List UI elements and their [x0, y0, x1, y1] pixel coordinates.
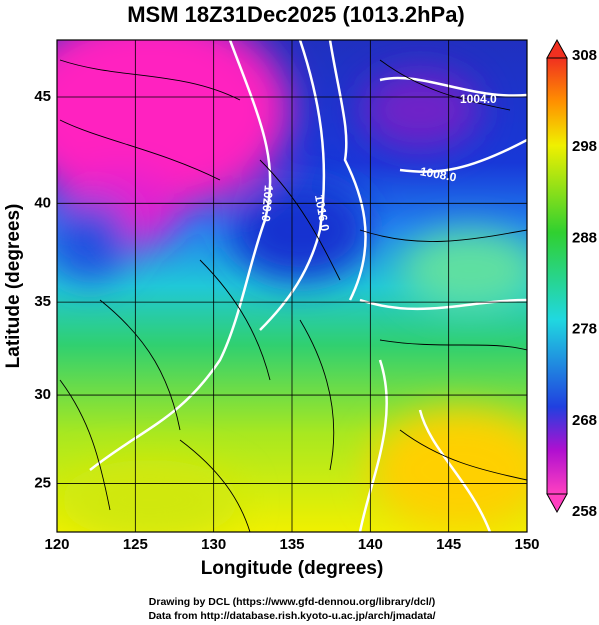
contour-label: 1016.0: [312, 194, 332, 233]
x-axis-label: Longitude (degrees): [201, 558, 384, 579]
x-tick-label: 130: [201, 536, 226, 553]
x-tick-label: 120: [44, 536, 69, 553]
colorbar-tick-label: 298: [572, 138, 597, 155]
contour-label: 1008.0: [419, 164, 458, 184]
colorbar: [546, 57, 568, 495]
contour-label: 1020.0: [259, 184, 276, 222]
credit: Data from http://database.rish.kyoto-u.a…: [148, 610, 435, 622]
y-tick-label: 45: [34, 88, 51, 105]
colorbar-tick-label: 288: [572, 229, 597, 246]
y-tick-label: 40: [34, 194, 51, 211]
y-tick-label: 30: [34, 386, 51, 403]
y-tick-label: 25: [34, 474, 51, 491]
colorbar-tick-label: 308: [572, 47, 597, 64]
y-tick-label: 35: [34, 293, 51, 310]
colorbar-tick-label: 278: [572, 321, 597, 338]
colorbar-top-arrow: [546, 38, 568, 59]
contour-label: 1004.0: [460, 92, 497, 106]
isobars: [89, 40, 527, 532]
credit: Drawing by DCL (https://www.gfd-dennou.o…: [149, 596, 435, 608]
y-axis-label: Latitude (degrees): [3, 204, 24, 369]
title: MSM 18Z31Dec2025 (1013.2hPa): [127, 2, 465, 27]
x-tick-label: 135: [279, 536, 304, 553]
colorbar-tick-label: 258: [572, 503, 597, 520]
x-tick-label: 150: [514, 536, 539, 553]
graticule: 120 125 130 135 140 145 150 25 30 35 40 45 258 268 278…: [34, 40, 597, 553]
x-tick-label: 140: [358, 536, 383, 553]
x-tick-label: 145: [436, 536, 461, 553]
colorbar-tick-label: 268: [572, 412, 597, 429]
colorbar-bottom-arrow: [546, 493, 568, 514]
x-tick-label: 125: [123, 536, 148, 553]
temperature-field: [57, 40, 527, 532]
